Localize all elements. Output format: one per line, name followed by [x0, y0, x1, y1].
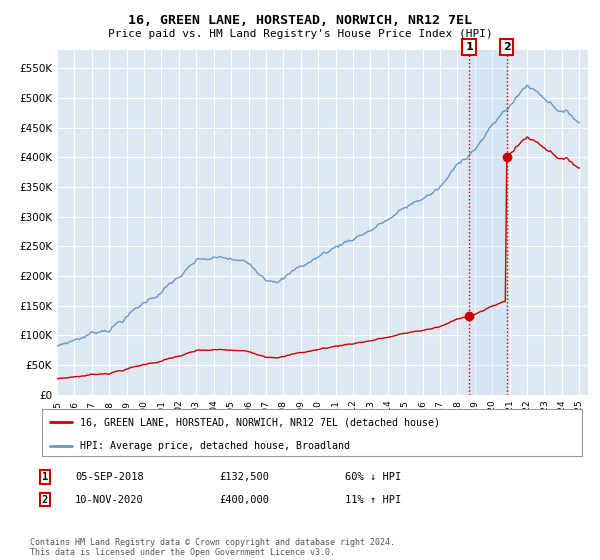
Text: Price paid vs. HM Land Registry's House Price Index (HPI): Price paid vs. HM Land Registry's House …	[107, 29, 493, 39]
Text: HPI: Average price, detached house, Broadland: HPI: Average price, detached house, Broa…	[80, 441, 350, 451]
Text: 1: 1	[42, 472, 48, 482]
Text: 1: 1	[465, 42, 473, 52]
Text: 2: 2	[503, 42, 511, 52]
Bar	[469, 50, 506, 395]
Text: Contains HM Land Registry data © Crown copyright and database right 2024.
This d: Contains HM Land Registry data © Crown c…	[30, 538, 395, 557]
Text: 05-SEP-2018: 05-SEP-2018	[75, 472, 144, 482]
Text: 10-NOV-2020: 10-NOV-2020	[75, 494, 144, 505]
Text: £400,000: £400,000	[219, 494, 269, 505]
Text: 11% ↑ HPI: 11% ↑ HPI	[345, 494, 401, 505]
Text: £132,500: £132,500	[219, 472, 269, 482]
Text: 60% ↓ HPI: 60% ↓ HPI	[345, 472, 401, 482]
Text: 2: 2	[42, 494, 48, 505]
Text: 16, GREEN LANE, HORSTEAD, NORWICH, NR12 7EL (detached house): 16, GREEN LANE, HORSTEAD, NORWICH, NR12 …	[80, 417, 440, 427]
Text: 16, GREEN LANE, HORSTEAD, NORWICH, NR12 7EL: 16, GREEN LANE, HORSTEAD, NORWICH, NR12 …	[128, 14, 472, 27]
